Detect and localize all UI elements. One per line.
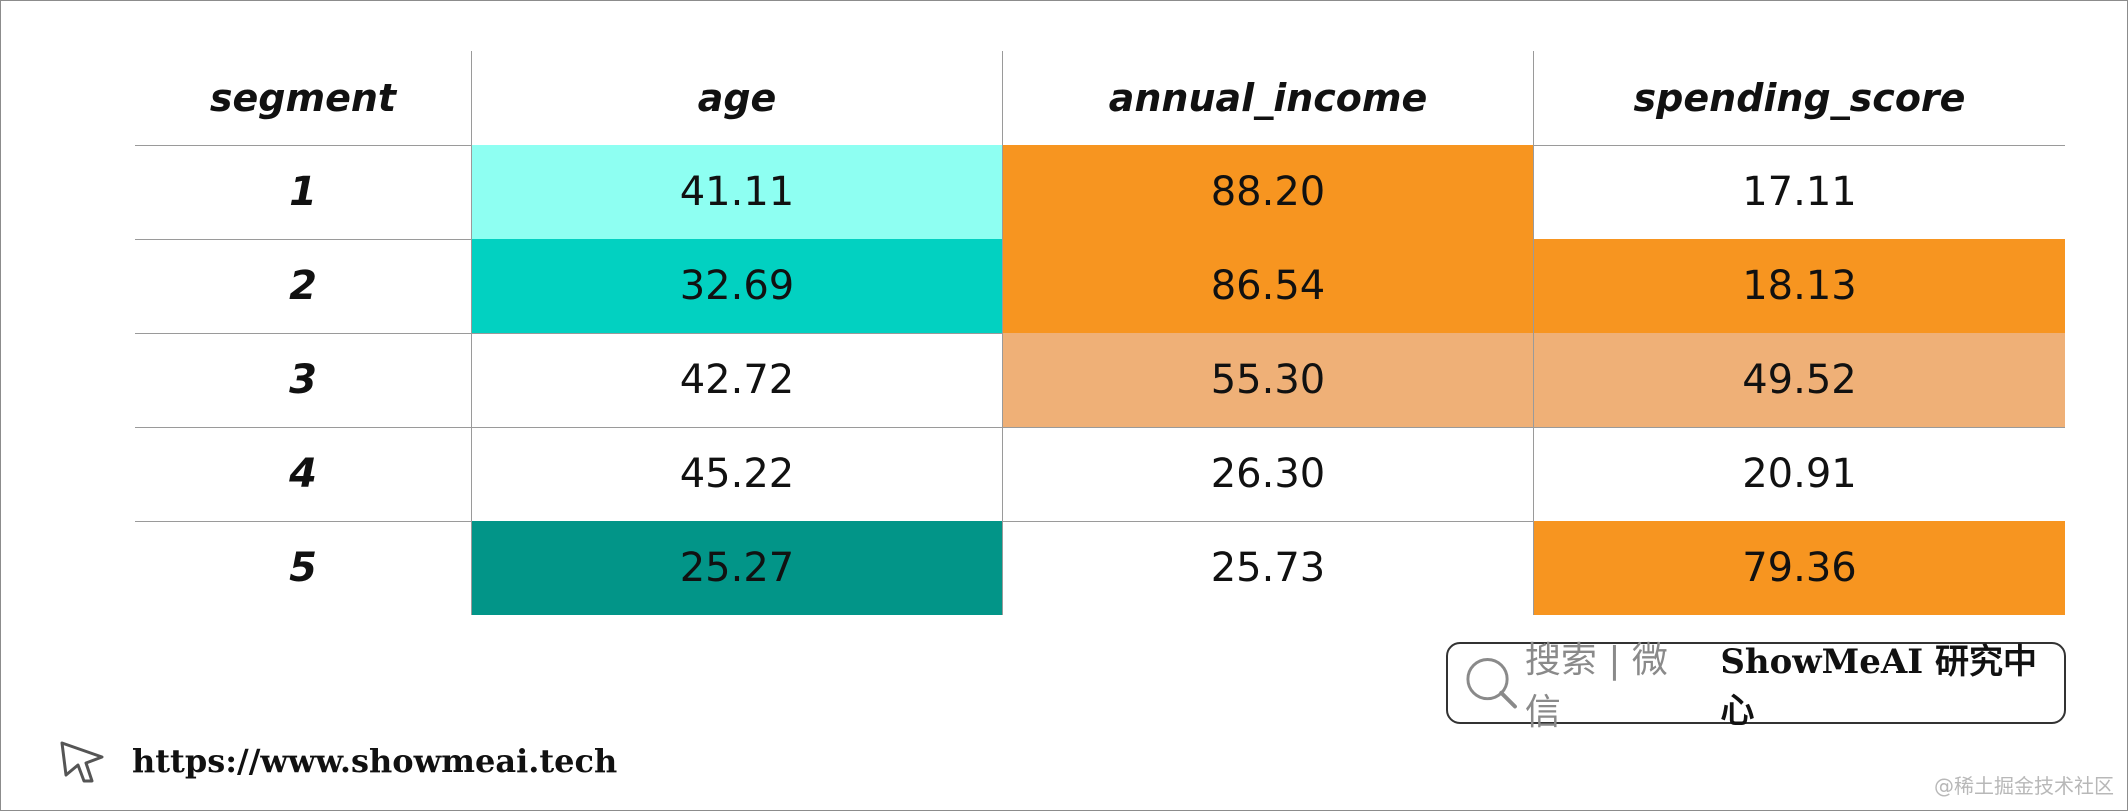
cell-segment: 5 [289,545,317,591]
column-header-spending-score: spending_score [1533,51,2065,145]
cell-segment: 2 [289,263,317,309]
cell-spending-score: 18.13 [1533,239,2065,333]
cell-annual-income: 26.30 [1002,427,1533,521]
cell-highlight [1002,239,1533,333]
cell-highlight [1002,333,1533,427]
cell-age: 25.27 [471,521,1002,615]
table-row: 1 41.11 88.20 17.11 [135,145,2065,239]
cell-highlight [471,239,1002,333]
cell-age: 42.72 [471,333,1002,427]
watermark: @稀土掘金技术社区 [1934,774,2114,798]
badge-brand-name: ShowMeAI 研究中心 [1720,642,2037,731]
table-row: 4 45.22 26.30 20.91 [135,427,2065,521]
cell-highlight [1533,333,2065,427]
column-header-segment: segment [209,76,397,120]
column-header-age: age [471,51,1002,145]
table-row: 5 25.27 25.73 79.36 [135,521,2065,615]
cell-segment: 4 [289,451,317,497]
website-link[interactable]: https://www.showmeai.tech [56,735,617,787]
cell-spending-score: 49.52 [1533,333,2065,427]
cell-highlight [1533,239,2065,333]
table-row: 2 32.69 86.54 18.13 [135,239,2065,333]
cell-highlight [1533,521,2065,615]
badge-search-label: 搜索 | 微信 [1524,640,1668,733]
cell-segment: 1 [289,169,317,215]
wechat-search-badge: 搜索 | 微信 ShowMeAI 研究中心 [1446,640,2066,733]
website-url[interactable]: https://www.showmeai.tech [132,742,618,780]
table-row: 3 42.72 55.30 49.52 [135,333,2065,427]
cell-highlight [1002,145,1533,239]
cell-annual-income: 25.73 [1002,521,1533,615]
cell-annual-income: 88.20 [1002,145,1533,239]
cell-highlight [471,521,1002,615]
cursor-arrow-icon [60,741,104,783]
row-divider [135,521,2065,522]
search-icon [1466,658,1517,709]
cell-annual-income: 86.54 [1002,239,1533,333]
cell-highlight [471,145,1002,239]
cell-spending-score: 79.36 [1533,521,2065,615]
cell-spending-score: 20.91 [1533,427,2065,521]
cell-spending-score: 17.11 [1533,145,2065,239]
cell-segment: 3 [289,357,317,403]
table-header-row: segment age annual_income spending_score [135,51,2065,145]
cell-age: 45.22 [471,427,1002,521]
column-header-annual-income: annual_income [1002,51,1533,145]
cell-age: 41.11 [471,145,1002,239]
row-divider [135,427,2065,428]
cell-age: 32.69 [471,239,1002,333]
cell-annual-income: 55.30 [1002,333,1533,427]
